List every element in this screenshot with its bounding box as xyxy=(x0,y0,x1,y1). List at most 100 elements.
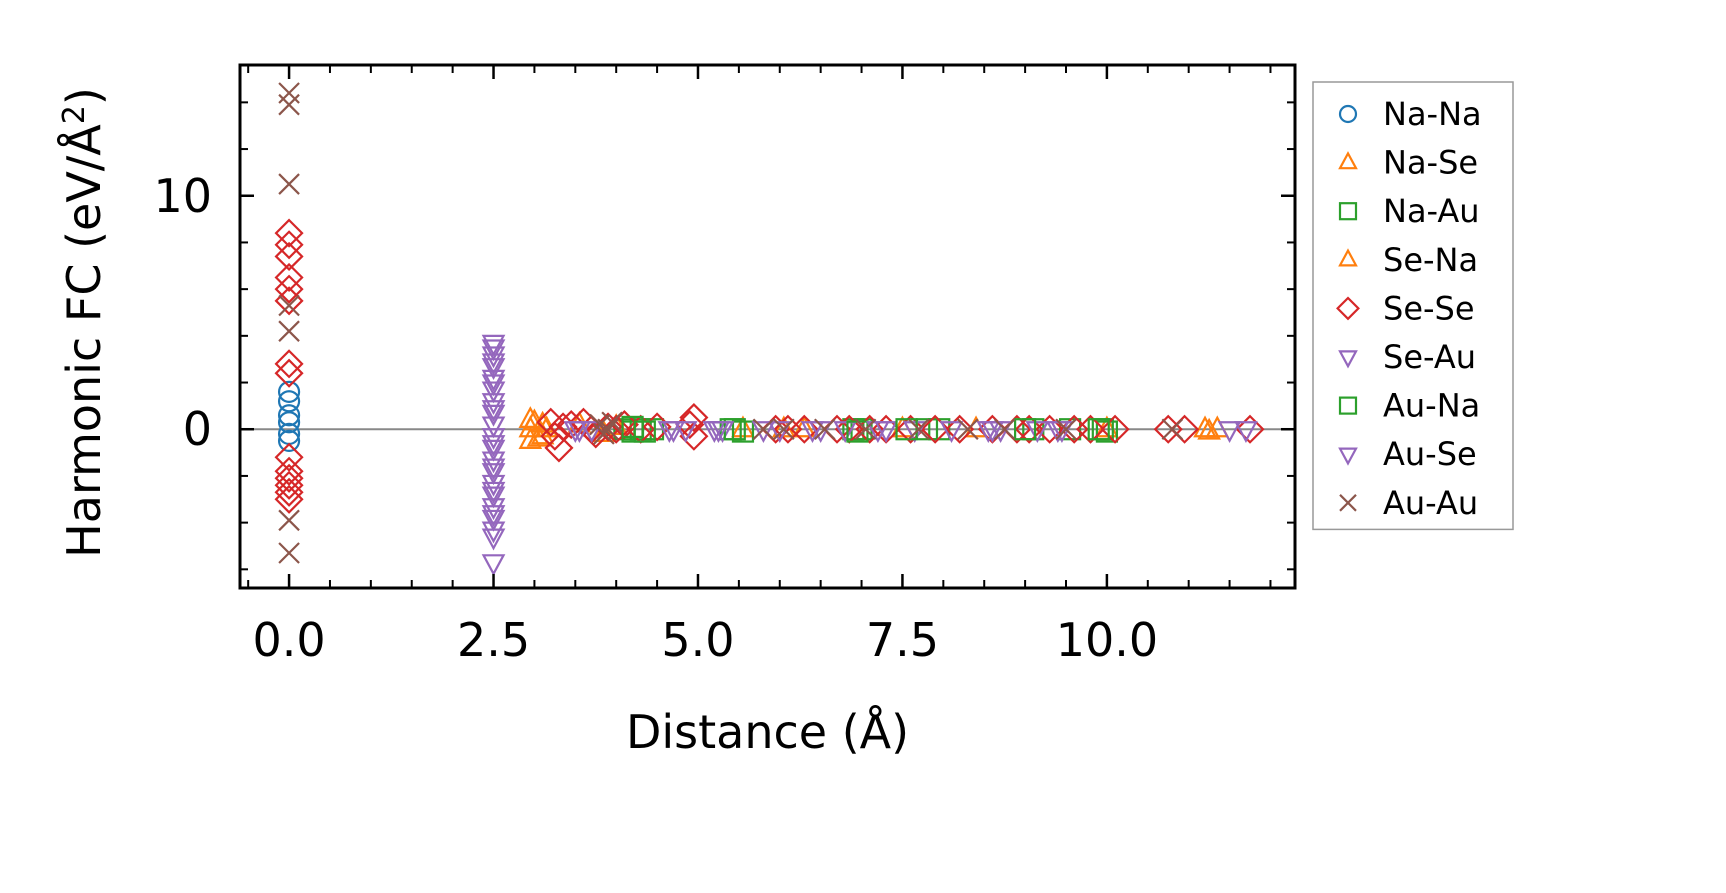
series-se-au xyxy=(481,334,1242,577)
data-point-se-au xyxy=(481,404,506,427)
data-point-se-au xyxy=(481,509,506,532)
data-point-au-au xyxy=(908,418,930,441)
data-point-se-na xyxy=(1197,417,1221,440)
legend-label-se-au: Se-Au xyxy=(1383,338,1476,376)
data-point-se-au xyxy=(939,421,964,444)
x-tick-label: 0.0 xyxy=(252,613,325,667)
data-point-se-se xyxy=(274,358,304,388)
data-point-au-au xyxy=(957,418,979,441)
data-point-au-se xyxy=(563,421,588,444)
data-point-se-se xyxy=(274,484,304,514)
data-point-se-se xyxy=(679,403,709,433)
data-point-se-au xyxy=(481,428,506,451)
x-axis-title: Distance (Å) xyxy=(626,705,909,759)
series-au-se xyxy=(481,339,1258,551)
data-point-au-au xyxy=(278,93,300,116)
data-point-se-se xyxy=(1035,414,1065,444)
data-point-se-se xyxy=(1075,414,1106,444)
data-point-au-se xyxy=(661,421,686,444)
x-tick-labels: 0.0 2.5 5.0 7.5 10.0 xyxy=(252,613,1158,667)
data-point-au-se xyxy=(481,458,506,481)
data-point-au-au xyxy=(278,173,300,195)
data-point-au-au xyxy=(993,418,1016,441)
data-point-na-na xyxy=(277,404,301,427)
data-point-se-se xyxy=(274,442,304,472)
legend-label-na-na: Na-Na xyxy=(1383,95,1482,133)
legend-item-se-na: Se-Na xyxy=(1338,241,1478,279)
data-point-se-se xyxy=(679,421,709,451)
data-point-se-se xyxy=(945,414,975,444)
data-point-se-se xyxy=(274,274,304,304)
data-point-se-se xyxy=(1235,414,1265,444)
legend-label-na-se: Na-Se xyxy=(1383,144,1478,182)
data-point-au-au xyxy=(278,509,300,532)
data-point-na-se xyxy=(1193,415,1217,438)
legend-label-au-au: Au-Au xyxy=(1383,484,1478,522)
data-point-au-se xyxy=(481,528,506,551)
data-point-au-au xyxy=(601,411,623,434)
legend-marker-se-na xyxy=(1338,248,1358,267)
legend-item-au-au: Au-Au xyxy=(1339,484,1478,522)
data-point-au-se xyxy=(800,421,825,444)
data-point-au-au xyxy=(278,294,300,317)
data-point-se-se xyxy=(274,218,304,248)
data-points-layer xyxy=(274,82,1265,577)
data-point-au-au xyxy=(1161,418,1184,441)
data-point-se-se xyxy=(274,349,304,379)
legend-label-au-na: Au-Na xyxy=(1383,387,1480,425)
data-point-au-na xyxy=(1014,418,1037,441)
x-tick-label: 2.5 xyxy=(457,613,530,667)
y-axis-title-tail: ) xyxy=(57,87,111,105)
data-point-se-se xyxy=(601,414,631,444)
data-point-au-na xyxy=(1087,418,1110,441)
data-point-se-se xyxy=(274,463,304,493)
data-point-se-se xyxy=(274,241,304,272)
data-point-se-au xyxy=(481,554,506,577)
data-point-se-se xyxy=(675,410,705,440)
legend-item-na-na: Na-Na xyxy=(1338,95,1482,133)
data-point-se-au xyxy=(1025,421,1050,444)
data-point-au-se xyxy=(481,353,506,376)
series-se-se xyxy=(274,218,1265,514)
legend-marker-au-au xyxy=(1339,494,1357,512)
legend-marker-se-au xyxy=(1338,350,1358,369)
series-na-na xyxy=(277,380,301,453)
data-point-au-au xyxy=(813,418,836,441)
legend-item-se-au: Se-Au xyxy=(1338,338,1476,376)
data-point-au-se xyxy=(481,505,506,528)
data-point-au-se xyxy=(706,421,731,444)
data-point-na-na xyxy=(277,411,301,434)
data-point-se-se xyxy=(544,433,574,463)
data-point-au-se xyxy=(481,481,506,504)
data-point-se-se xyxy=(540,421,570,451)
legend-marker-se-se xyxy=(1336,296,1360,321)
data-point-se-au xyxy=(481,439,506,462)
data-point-na-se xyxy=(731,415,755,438)
legend-marker-au-na xyxy=(1338,396,1358,415)
legend-label-se-se: Se-Se xyxy=(1383,289,1475,327)
data-point-na-au xyxy=(731,420,755,443)
data-point-se-au xyxy=(481,463,506,486)
data-point-na-se xyxy=(518,406,543,428)
data-point-se-au xyxy=(481,381,506,404)
data-point-se-se xyxy=(274,262,304,293)
series-au-au xyxy=(278,82,1184,564)
data-point-se-au xyxy=(481,346,506,369)
data-point-se-au xyxy=(1217,421,1242,444)
data-point-na-na xyxy=(277,380,301,403)
data-point-au-se xyxy=(1234,421,1258,444)
data-point-se-se xyxy=(1100,414,1130,444)
data-point-au-au xyxy=(278,320,300,342)
data-point-se-au xyxy=(481,486,506,509)
legend-item-se-se: Se-Se xyxy=(1336,289,1475,327)
data-point-au-se xyxy=(980,421,1005,444)
data-point-au-se xyxy=(481,400,506,423)
data-point-se-se xyxy=(556,410,586,440)
legend-item-na-se: Na-Se xyxy=(1338,144,1478,182)
data-point-au-au xyxy=(278,82,300,104)
data-point-se-se xyxy=(896,414,926,444)
data-point-au-au xyxy=(752,418,775,441)
y-axis-title-superscript: 2 xyxy=(57,105,92,124)
data-point-se-au xyxy=(481,334,506,357)
